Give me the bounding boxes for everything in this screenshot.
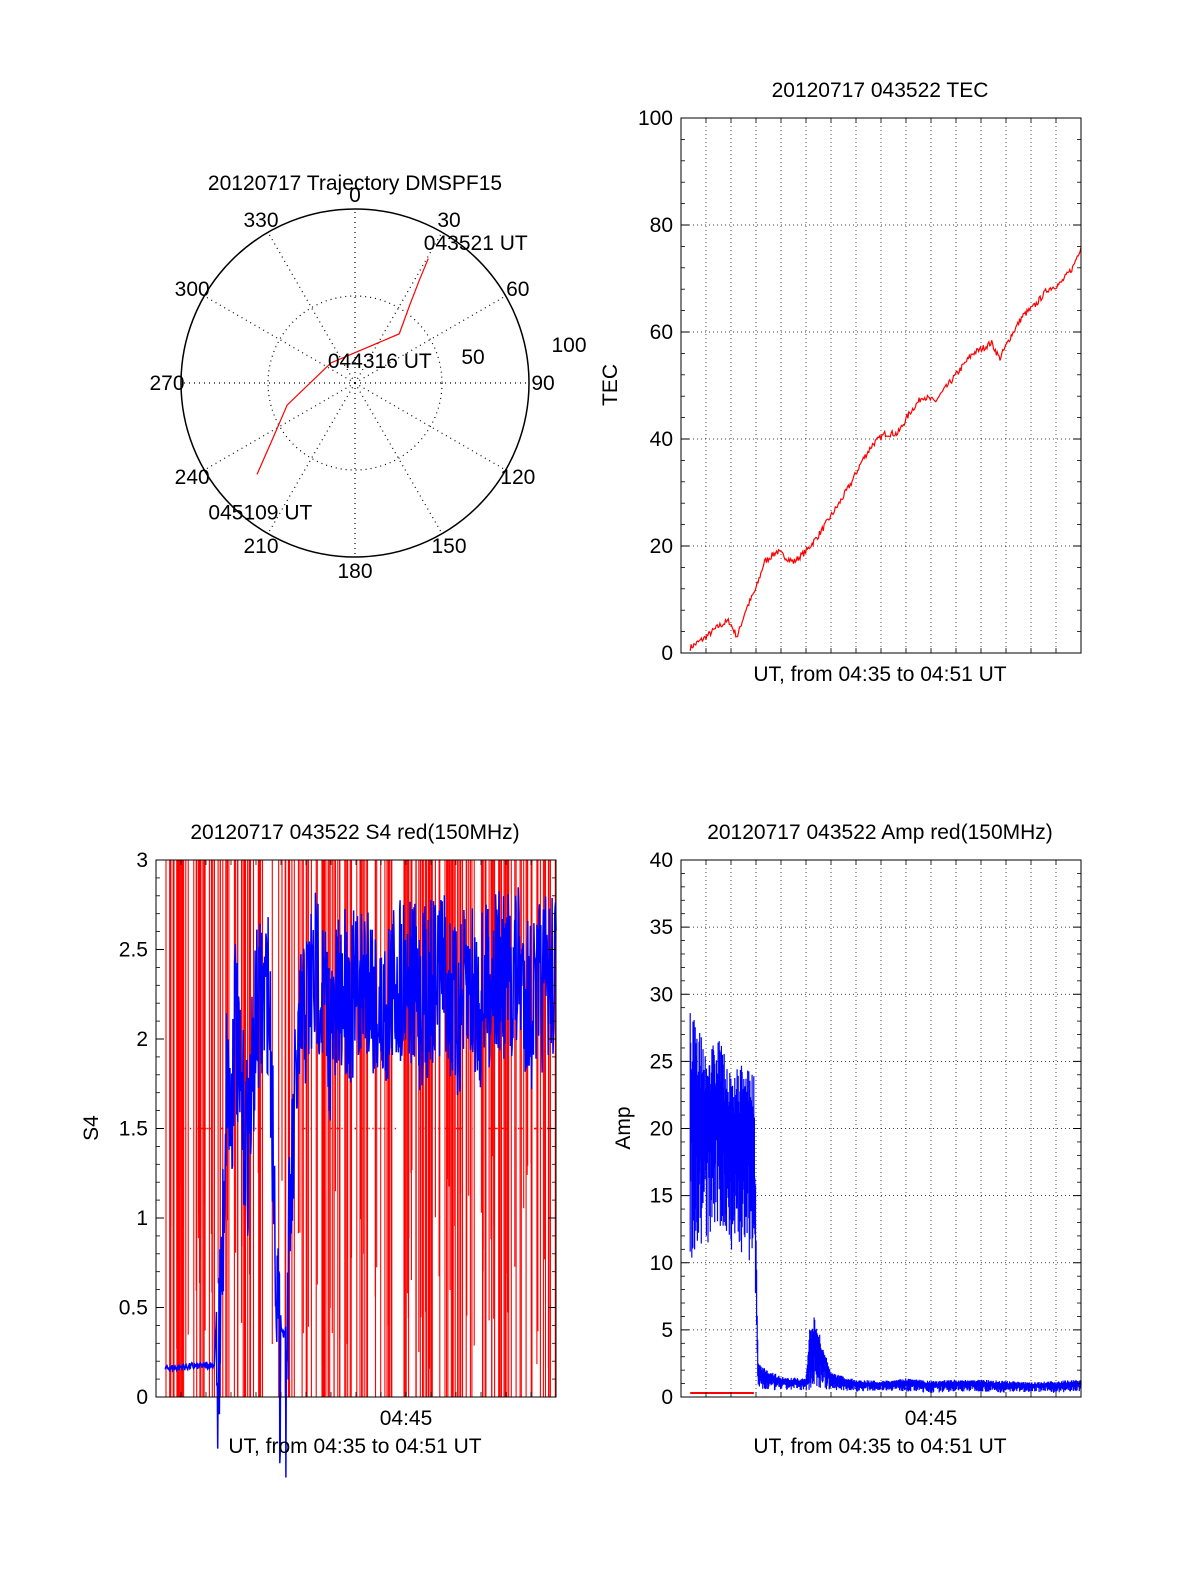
trajectory-annotation: 045109 UT xyxy=(208,502,312,525)
polar-spoke xyxy=(354,382,506,471)
trajectory-line xyxy=(256,258,429,475)
tec-ytick-label: 80 xyxy=(650,214,673,237)
angle-label: 270 xyxy=(149,372,184,395)
angle-label: 120 xyxy=(500,466,535,489)
amp-ytick-label: 25 xyxy=(650,1050,673,1073)
tec-panel: 20120717 043522 TEC 0 20 40 60 80 100 UT, fro… xyxy=(599,79,1082,686)
s4-xtick-label: 04:45 xyxy=(380,1407,433,1430)
s4-xlabel: UT, from 04:35 to 04:51 UT xyxy=(228,1435,481,1458)
angle-label: 240 xyxy=(175,466,210,489)
amp-panel: 20120717 043522 Amp red(150MHz) 0 5 10 15 20… xyxy=(612,821,1082,1458)
angle-label: 210 xyxy=(243,535,278,558)
s4-ytick-label: 1 xyxy=(136,1207,148,1230)
angle-label: 150 xyxy=(431,535,466,558)
amp-ticks: 0 5 10 15 20 25 30 35 40 xyxy=(650,849,1081,1409)
amp-ytick-label: 20 xyxy=(650,1118,673,1141)
tec-ytick-label: 20 xyxy=(650,535,673,558)
radial-label: 100 xyxy=(551,334,586,357)
polar-spoke xyxy=(204,295,356,384)
amp-ytick-label: 15 xyxy=(650,1185,673,1208)
amp-ylabel: Amp xyxy=(612,1106,635,1149)
tec-ytick-label: 40 xyxy=(650,428,673,451)
tec-ticks: 0 20 40 60 80 100 xyxy=(638,107,1081,665)
s4-blue-series xyxy=(164,887,557,1478)
angle-label: 180 xyxy=(337,560,372,583)
tec-series-line xyxy=(689,247,1082,651)
trajectory-panel: 20120717 Trajectory DMSPF15 0 30 60 90 120 15… xyxy=(149,172,586,583)
polar-spoke xyxy=(204,382,356,471)
amp-ytick-label: 0 xyxy=(661,1386,673,1409)
trajectory-annotation: 043521 UT xyxy=(424,232,528,255)
tec-ylabel: TEC xyxy=(599,364,622,406)
amp-ytick-label: 30 xyxy=(650,983,673,1006)
angle-label: 60 xyxy=(506,278,529,301)
trajectory-title: 20120717 Trajectory DMSPF15 xyxy=(208,172,502,195)
amp-xtick-label: 04:45 xyxy=(905,1407,958,1430)
angle-label: 300 xyxy=(175,278,210,301)
tec-title: 20120717 043522 TEC xyxy=(772,79,989,102)
s4-panel: 20120717 043522 S4 red(150MHz) 0 0.5 1 1.5 2… xyxy=(80,821,557,1478)
polar-spoke xyxy=(354,232,443,384)
angle-labels: 0 30 60 90 120 150 180 210 240 270 300 330 xyxy=(149,184,554,583)
tec-ytick-label: 0 xyxy=(661,642,673,665)
tec-frame xyxy=(680,117,1082,654)
angle-label: 330 xyxy=(243,209,278,232)
polar-grid xyxy=(180,208,530,558)
polar-spoke xyxy=(267,232,356,384)
tec-xlabel: UT, from 04:35 to 04:51 UT xyxy=(753,663,1006,686)
amp-xlabel: UT, from 04:35 to 04:51 UT xyxy=(753,1435,1006,1458)
trajectory-annotation: 044316 UT xyxy=(328,350,432,373)
tec-ytick-label: 100 xyxy=(638,107,673,130)
tec-grid xyxy=(681,118,1081,653)
amp-title: 20120717 043522 Amp red(150MHz) xyxy=(707,821,1053,844)
s4-ticks: 0 0.5 1 1.5 2 2.5 3 xyxy=(119,849,556,1409)
polar-inner-circle xyxy=(267,295,443,471)
s4-ytick-label: 0 xyxy=(136,1386,148,1409)
angle-label: 30 xyxy=(437,209,460,232)
s4-title: 20120717 043522 S4 red(150MHz) xyxy=(190,821,519,844)
polar-spoke xyxy=(354,295,506,384)
angle-label: 90 xyxy=(531,372,554,395)
angle-label: 0 xyxy=(349,184,361,207)
polar-spoke xyxy=(354,382,443,534)
amp-blue-series xyxy=(689,1013,1082,1393)
s4-ytick-label: 2 xyxy=(136,1028,148,1051)
trajectory-annotations: 043521 UT 044316 UT 045109 UT xyxy=(208,232,527,525)
amp-ytick-label: 40 xyxy=(650,849,673,872)
polar-spoke xyxy=(267,382,356,534)
radial-labels: 50 100 xyxy=(461,334,586,369)
amp-ytick-label: 35 xyxy=(650,916,673,939)
s4-ytick-label: 3 xyxy=(136,849,148,872)
amp-ytick-label: 5 xyxy=(661,1319,673,1342)
polar-outer-circle xyxy=(180,208,530,558)
s4-ytick-label: 2.5 xyxy=(119,939,148,962)
amp-ytick-label: 10 xyxy=(650,1252,673,1275)
s4-ytick-label: 0.5 xyxy=(119,1297,148,1320)
s4-ylabel: S4 xyxy=(80,1115,103,1141)
radial-label: 50 xyxy=(461,346,484,369)
s4-ytick-label: 1.5 xyxy=(119,1118,148,1141)
tec-ytick-label: 60 xyxy=(650,321,673,344)
